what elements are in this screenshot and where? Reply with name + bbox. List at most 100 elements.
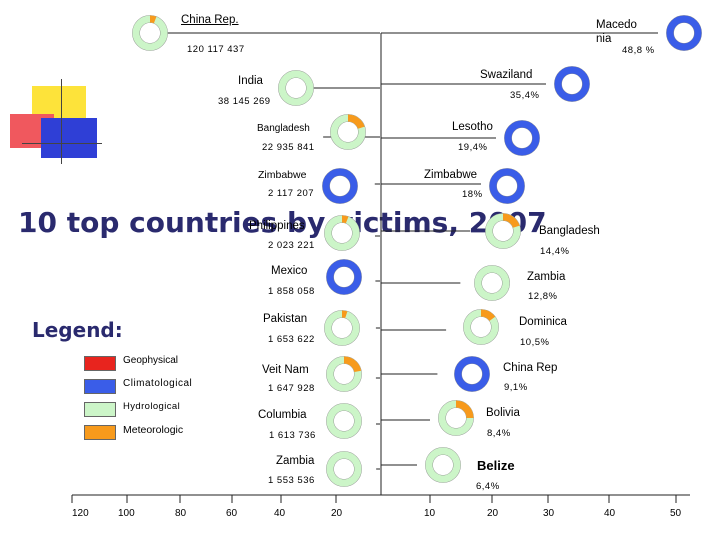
donut-right-9-inner bbox=[432, 454, 454, 476]
donut-right-6-inner bbox=[470, 316, 492, 338]
label-country-india: India bbox=[238, 75, 263, 87]
label-value-pakistan: 1 653 622 bbox=[268, 334, 315, 345]
donut-right-1-climatological bbox=[554, 66, 590, 102]
tick-right-20: 20 bbox=[487, 508, 499, 519]
donut-right-3-inner bbox=[496, 175, 518, 197]
donut-left-8 bbox=[326, 403, 362, 439]
legend-label-meteorologic: Meteorologic bbox=[123, 424, 184, 436]
legend-swatch-climatological bbox=[84, 379, 116, 394]
donut-right-2 bbox=[504, 120, 540, 156]
donut-right-6-meteorological bbox=[480, 309, 496, 322]
donut-left-7-meteorological bbox=[343, 356, 362, 373]
donut-right-8-inner bbox=[445, 407, 467, 429]
tick-left-40: 40 bbox=[274, 508, 286, 519]
donut-right-7-climatological bbox=[454, 356, 490, 392]
donut-right-2-inner bbox=[511, 127, 533, 149]
donut-right-7 bbox=[454, 356, 490, 392]
donut-right-9 bbox=[425, 447, 461, 483]
label-country-mexico: Mexico bbox=[271, 265, 308, 277]
legend-swatch-meteorologic bbox=[84, 425, 116, 440]
donut-right-5-hydrological bbox=[474, 265, 510, 301]
label-value-chinarep-right: 9,1% bbox=[504, 382, 528, 393]
donut-left-3-climatological bbox=[322, 168, 358, 204]
label-country-chinarep-right: China Rep bbox=[503, 362, 558, 374]
label-value-mexico: 1 858 058 bbox=[268, 286, 315, 297]
donut-left-0-meteorological bbox=[149, 15, 157, 24]
label-country-bangladesh: Bangladesh bbox=[257, 123, 310, 134]
donut-left-1-hydrological bbox=[278, 70, 314, 106]
label-country-macedonia-text: Macedo nia bbox=[596, 19, 637, 45]
tick-right-40: 40 bbox=[604, 508, 616, 519]
donut-left-0 bbox=[132, 15, 168, 51]
donut-right-1-inner bbox=[561, 73, 583, 95]
donut-right-1 bbox=[554, 66, 590, 102]
label-country-zambia-left: Zambia bbox=[276, 455, 315, 467]
label-country-lesotho: Lesotho bbox=[452, 121, 493, 133]
donut-left-9 bbox=[326, 451, 362, 487]
page-title: 10 top countries by victims, 2007 bbox=[18, 206, 547, 239]
donut-right-0-climatological bbox=[666, 15, 702, 51]
donut-left-2-meteorological bbox=[347, 114, 365, 130]
tick-right-50: 50 bbox=[670, 508, 682, 519]
legend-label-hydrological: Hydrological bbox=[123, 401, 181, 412]
label-country-bangladesh-right: Bangladesh bbox=[539, 225, 600, 237]
donut-right-0 bbox=[666, 15, 702, 51]
donut-left-6-meteorological bbox=[341, 310, 348, 319]
tick-left-120: 120 bbox=[72, 508, 89, 519]
label-country-vietnam: Veit Nam bbox=[262, 364, 309, 376]
deco-horizontal-line bbox=[22, 143, 102, 144]
label-country-zimbabwe: Zimbabwe bbox=[258, 169, 307, 181]
tick-left-80: 80 bbox=[175, 508, 187, 519]
legend-label-climatological: Climatological bbox=[123, 378, 193, 389]
label-value-vietnam: 1 647 928 bbox=[268, 383, 315, 394]
label-country-macedonia: Macedo nia bbox=[596, 18, 648, 46]
label-value-swaziland: 35,4% bbox=[510, 90, 540, 101]
donut-left-1 bbox=[278, 70, 314, 106]
donut-left-7 bbox=[326, 356, 362, 392]
label-value-lesotho: 19,4% bbox=[458, 142, 488, 153]
label-value-zambia-right: 12,8% bbox=[528, 291, 558, 302]
label-country-belize: Belize bbox=[477, 458, 515, 473]
donut-left-4-meteorological bbox=[341, 215, 349, 224]
label-value-belize: 6,4% bbox=[476, 481, 500, 492]
label-value-zimbabwe-right: 18% bbox=[462, 189, 483, 200]
tick-left-20: 20 bbox=[331, 508, 343, 519]
label-country-columbia: Columbia bbox=[258, 409, 307, 421]
donut-right-2-climatological bbox=[504, 120, 540, 156]
label-value-philippines: 2 023 221 bbox=[268, 240, 315, 251]
label-value-bolivia: 8,4% bbox=[487, 428, 511, 439]
legend-title: Legend: bbox=[32, 318, 123, 342]
donut-left-5-inner bbox=[333, 266, 355, 288]
donut-right-8-meteorological bbox=[455, 400, 474, 419]
donut-right-9-hydrological bbox=[425, 447, 461, 483]
deco-vertical-line bbox=[61, 79, 62, 164]
label-value-columbia: 1 613 736 bbox=[269, 430, 316, 441]
donut-right-3-climatological bbox=[489, 168, 525, 204]
donut-left-8-hydrological bbox=[326, 403, 362, 439]
donut-right-7-inner bbox=[461, 363, 483, 385]
donut-left-6 bbox=[324, 310, 360, 346]
donut-right-4 bbox=[485, 213, 521, 249]
legend-label-geophysical: Geophysical bbox=[123, 355, 179, 366]
tick-left-100: 100 bbox=[118, 508, 135, 519]
donut-left-8-inner bbox=[333, 410, 355, 432]
donut-left-6-inner bbox=[331, 317, 353, 339]
donut-left-2-inner bbox=[337, 121, 359, 143]
donut-left-0-inner bbox=[139, 22, 161, 44]
label-country-dominica: Dominica bbox=[519, 316, 567, 328]
donut-right-5 bbox=[474, 265, 510, 301]
donut-left-7-inner bbox=[333, 363, 355, 385]
donut-left-9-inner bbox=[333, 458, 355, 480]
donut-left-9-hydrological bbox=[326, 451, 362, 487]
label-value-zimbabwe: 2 117 207 bbox=[268, 188, 315, 199]
donut-right-4-inner bbox=[492, 220, 514, 242]
donut-left-4-inner bbox=[331, 222, 353, 244]
donut-left-5 bbox=[326, 259, 362, 295]
donut-left-5-climatological bbox=[326, 259, 362, 295]
legend-swatch-hydrological bbox=[84, 402, 116, 417]
donut-right-8 bbox=[438, 400, 474, 436]
donut-right-6 bbox=[463, 309, 499, 345]
donut-left-3-inner bbox=[329, 175, 351, 197]
donut-right-4-meteorological bbox=[502, 213, 520, 229]
